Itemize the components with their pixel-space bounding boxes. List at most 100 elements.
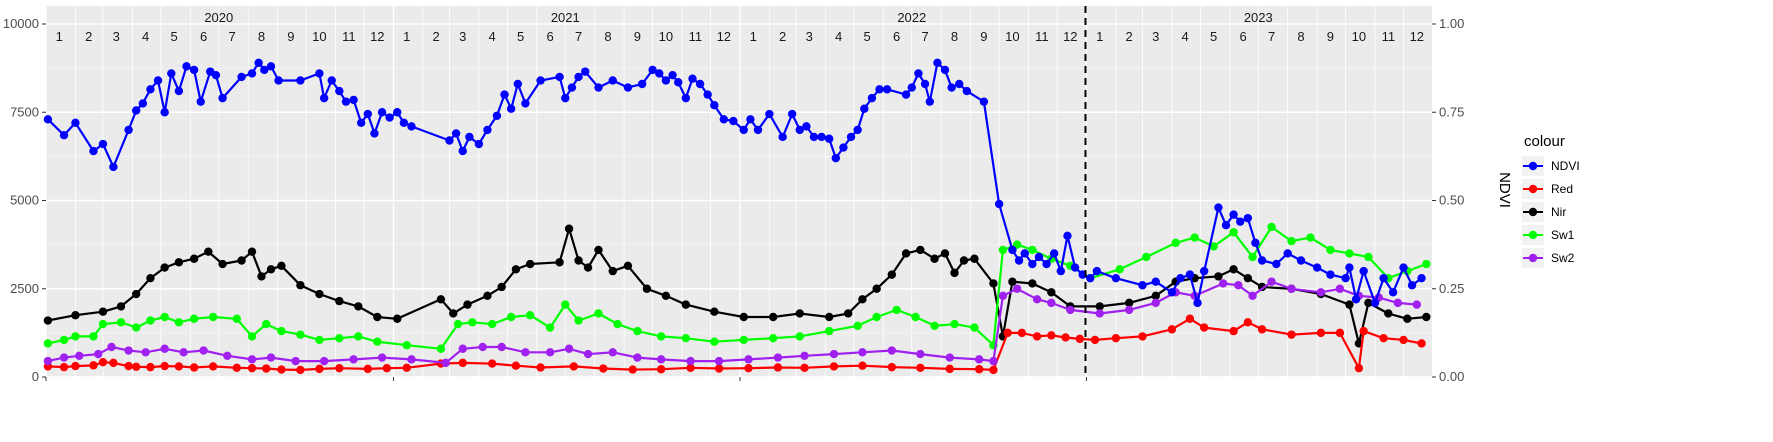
legend-label: Red (1551, 182, 1573, 196)
data-point-red (858, 361, 867, 370)
data-point-red (686, 363, 695, 373)
data-point-sw2 (887, 346, 897, 355)
data-point-sw2 (1095, 309, 1104, 318)
data-point-red (1399, 335, 1408, 345)
data-point-ndvi (356, 118, 366, 128)
data-point-ndvi (681, 93, 691, 103)
data-point-nir (497, 282, 506, 292)
data-point-sw1 (525, 311, 535, 320)
data-point-ndvi (315, 69, 324, 78)
data-point-sw1 (335, 333, 344, 343)
month-label: 8 (258, 29, 265, 44)
data-point-ndvi (483, 125, 492, 135)
data-point-ndvi (59, 130, 69, 140)
data-point-red (277, 365, 286, 374)
data-point-sw2 (1287, 284, 1296, 293)
data-point-ndvi (1283, 249, 1292, 258)
data-point-sw2 (1124, 305, 1134, 315)
data-point-red (628, 365, 637, 374)
data-point-nir (824, 312, 834, 322)
data-point-nir (739, 312, 748, 322)
month-label: 7 (921, 29, 928, 44)
month-label: 5 (1210, 29, 1217, 44)
data-point-sw2 (458, 344, 467, 353)
data-point-nir (463, 300, 472, 309)
data-point-nir (858, 295, 867, 304)
data-point-nir (901, 249, 911, 258)
month-label: 8 (1297, 29, 1304, 44)
data-point-sw2 (583, 349, 593, 359)
data-point-sw1 (296, 330, 305, 339)
data-point-ndvi (1370, 298, 1380, 308)
data-point-red (146, 362, 155, 372)
data-point-ndvi (1296, 256, 1306, 265)
legend-label: NDVI (1551, 159, 1580, 173)
data-point-red (382, 363, 392, 373)
data-point-ndvi (445, 136, 454, 145)
year-label: 2020 (204, 10, 233, 25)
data-point-ndvi (1359, 266, 1368, 276)
data-point-red (1090, 335, 1100, 345)
data-point-red (315, 364, 324, 374)
data-point-nir (373, 312, 382, 322)
year-label: 2022 (897, 10, 926, 25)
data-point-sw1 (561, 300, 570, 309)
data-point-sw2 (319, 356, 329, 366)
data-point-sw2 (291, 356, 300, 366)
data-point-sw2 (1047, 298, 1056, 308)
data-point-nir (710, 307, 719, 316)
data-point-ndvi (1199, 266, 1209, 276)
data-point-ndvi (882, 85, 892, 94)
data-point-nir (1403, 314, 1412, 323)
y-tick-label: 10000 (3, 16, 39, 31)
data-point-red (131, 362, 141, 371)
axes: 0 2500 5000 7500 10000 0.00 0.25 0.50 0.75 1.00 ND… (3, 16, 1513, 384)
data-point-sw1 (970, 323, 979, 332)
data-point-ndvi (1020, 249, 1029, 258)
legend-title: colour (1524, 133, 1565, 150)
data-point-sw1 (633, 326, 642, 336)
data-point-sw2 (1218, 279, 1228, 288)
data-point-ndvi (182, 62, 191, 71)
data-point-sw1 (487, 319, 497, 329)
data-point-sw2 (94, 349, 103, 359)
data-point-red (536, 363, 545, 372)
data-point-ndvi (247, 69, 257, 78)
data-point-red (1379, 333, 1388, 343)
data-point-ndvi (608, 76, 617, 85)
data-point-ndvi (43, 115, 53, 124)
data-point-ndvi (561, 93, 570, 103)
data-point-sw2 (1412, 300, 1422, 309)
data-point-sw1 (174, 318, 184, 327)
data-point-red (714, 364, 724, 373)
data-point-nir (843, 309, 853, 318)
data-point-red (487, 359, 497, 368)
data-point-ndvi (920, 79, 930, 89)
data-point-ndvi (594, 83, 603, 92)
data-point-red (71, 361, 80, 371)
data-point-sw2 (107, 342, 116, 352)
data-point-nir (1095, 302, 1104, 311)
data-point-sw1 (1115, 265, 1124, 274)
data-point-ndvi (765, 109, 774, 119)
data-point-ndvi (138, 99, 148, 108)
month-label: 3 (806, 29, 813, 44)
legend-label: Sw1 (1551, 228, 1575, 242)
data-point-red (1359, 326, 1368, 336)
data-point-ndvi (89, 146, 98, 156)
data-point-ndvi (710, 100, 719, 110)
data-point-nir (525, 259, 535, 269)
month-label: 8 (604, 29, 611, 44)
data-point-red (402, 363, 411, 373)
data-point-nir (257, 272, 266, 281)
data-point-nir (555, 258, 564, 267)
secondary-y-tick-label: 1.00 (1439, 16, 1464, 31)
data-point-nir (661, 291, 671, 301)
data-point-ndvi (1042, 259, 1051, 269)
data-point-nir (393, 314, 402, 323)
y-tick-label: 7500 (10, 104, 39, 119)
data-point-ndvi (1028, 259, 1037, 269)
data-point-sw1 (739, 335, 748, 345)
data-point-nir (970, 254, 979, 263)
data-point-ndvi (513, 79, 523, 89)
